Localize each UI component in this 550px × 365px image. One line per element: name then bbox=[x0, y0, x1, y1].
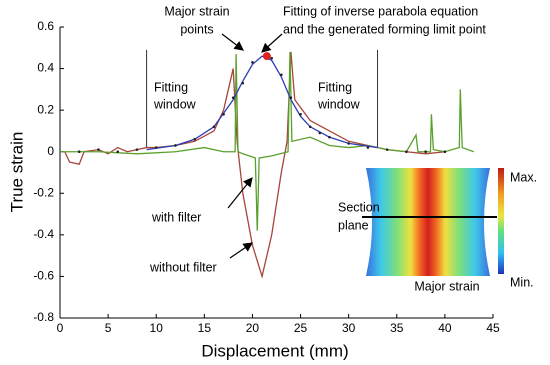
point bbox=[366, 146, 370, 149]
y-tick-label: 0.6 bbox=[37, 19, 54, 33]
annotation: window bbox=[153, 97, 197, 111]
x-tick-label: 20 bbox=[246, 321, 260, 335]
annotation: Major strain bbox=[414, 279, 479, 293]
point bbox=[299, 113, 302, 116]
x-tick-label: 10 bbox=[150, 321, 164, 335]
arrow bbox=[261, 33, 283, 53]
y-axis-label: True strain bbox=[7, 132, 26, 213]
point bbox=[328, 135, 331, 139]
point bbox=[77, 150, 81, 154]
annotation: with filter bbox=[151, 210, 201, 224]
point bbox=[280, 73, 283, 77]
x-tick-label: 5 bbox=[105, 321, 112, 335]
x-tick-label: 0 bbox=[57, 321, 64, 335]
y-tick-label: -0.2 bbox=[33, 185, 54, 199]
arrow bbox=[227, 177, 253, 209]
x-tick-label: 45 bbox=[486, 321, 500, 335]
annotation: Fitting of inverse parabola equation bbox=[283, 4, 478, 18]
point bbox=[174, 144, 177, 147]
x-tick-label: 30 bbox=[342, 321, 356, 335]
y-tick-label: -0.4 bbox=[33, 227, 54, 241]
point bbox=[405, 150, 408, 154]
annotation: Fitting bbox=[154, 80, 188, 94]
min-label: Min. bbox=[510, 275, 534, 289]
point bbox=[241, 81, 245, 85]
annotation: Fitting bbox=[318, 80, 352, 94]
x-tick-label: 40 bbox=[438, 321, 452, 335]
x-tick-label: 35 bbox=[390, 321, 404, 335]
annotation: Section bbox=[338, 200, 380, 214]
point bbox=[262, 52, 271, 61]
y-tick-label: -0.6 bbox=[33, 269, 54, 283]
plot: -0.8 -0.6 -0.4 -0.2 0 0.2 0.4 0.6 0 5 10 15 20 25 30 35… bbox=[33, 19, 500, 335]
point bbox=[347, 142, 350, 145]
annotation: window bbox=[317, 97, 361, 111]
y-tick-label: 0.2 bbox=[37, 102, 54, 116]
point bbox=[270, 56, 273, 60]
point bbox=[424, 150, 427, 154]
point bbox=[193, 137, 197, 141]
color-bar bbox=[498, 168, 504, 274]
point bbox=[289, 96, 293, 99]
point bbox=[97, 148, 100, 151]
annotation: points bbox=[180, 22, 213, 36]
point bbox=[116, 150, 120, 154]
point bbox=[318, 131, 322, 135]
y-tick-label: -0.8 bbox=[33, 310, 54, 324]
point bbox=[308, 125, 312, 129]
point bbox=[222, 113, 225, 116]
x-axis-label: Displacement (mm) bbox=[201, 341, 348, 360]
y-tick-label: 0.4 bbox=[37, 61, 54, 75]
point bbox=[154, 146, 158, 149]
point bbox=[385, 148, 389, 151]
annotation: Major strain bbox=[164, 4, 229, 18]
max-label: Max. bbox=[510, 170, 537, 184]
series-line bbox=[64, 51, 445, 279]
point bbox=[443, 150, 447, 154]
annotation: plane bbox=[338, 218, 369, 232]
arrow bbox=[221, 33, 244, 51]
inset-image bbox=[366, 168, 490, 276]
y-tick-label: 0 bbox=[47, 144, 54, 158]
point bbox=[135, 148, 139, 151]
annotation: and the generated forming limit point bbox=[283, 22, 486, 36]
x-tick-label: 25 bbox=[294, 321, 308, 335]
x-tick-label: 15 bbox=[198, 321, 212, 335]
series-line bbox=[60, 51, 474, 231]
arrow bbox=[229, 242, 253, 259]
arrows bbox=[221, 33, 283, 259]
point bbox=[212, 125, 216, 129]
point bbox=[251, 61, 254, 64]
point bbox=[231, 96, 235, 99]
annotation: without filter bbox=[149, 260, 217, 274]
